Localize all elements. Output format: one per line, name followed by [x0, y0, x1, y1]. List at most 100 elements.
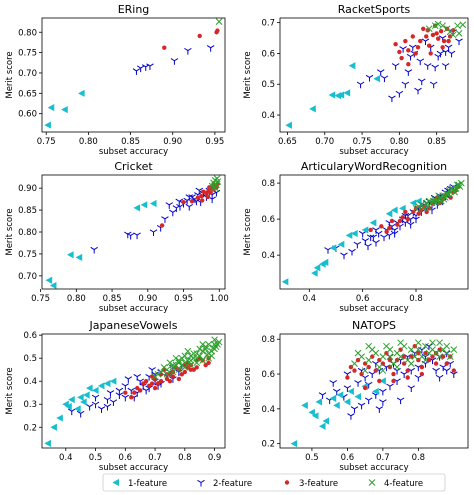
- x-axis-label: subset accuracy: [339, 304, 408, 314]
- data-point: [206, 360, 211, 365]
- data-point: [329, 244, 337, 252]
- series-4-feature: [425, 20, 467, 39]
- data-point: [215, 28, 220, 33]
- y-tick-label: 0.75: [18, 250, 37, 260]
- data-point: [406, 53, 415, 61]
- data-point: [184, 47, 192, 55]
- points-layer: [285, 20, 467, 129]
- data-point: [343, 398, 351, 406]
- plot-frame: [279, 333, 469, 449]
- data-point: [427, 43, 432, 48]
- x-tick-label: 0.75: [37, 137, 56, 147]
- data-point: [409, 44, 417, 52]
- data-point: [193, 350, 201, 357]
- data-point: [385, 232, 394, 240]
- data-point: [431, 64, 439, 72]
- series-4-feature: [351, 339, 458, 374]
- y-tick-label: 0.80: [18, 28, 37, 38]
- data-point: [404, 69, 413, 76]
- data-point: [405, 368, 410, 373]
- legend-entry-4-feature: 4-feature: [368, 479, 423, 489]
- x-tick-label: 0.8: [412, 453, 426, 463]
- data-point: [415, 45, 421, 50]
- data-point: [356, 81, 365, 89]
- data-point: [175, 198, 184, 206]
- data-point: [428, 51, 433, 56]
- data-point: [345, 231, 353, 239]
- data-point: [379, 388, 387, 396]
- data-point: [172, 205, 181, 212]
- data-point: [424, 203, 432, 210]
- data-point: [441, 63, 450, 70]
- x-tick-label: 0.95: [205, 137, 224, 147]
- data-point: [405, 216, 411, 222]
- data-point: [418, 38, 423, 44]
- data-point: [65, 402, 72, 411]
- series-2-feature: [132, 45, 215, 75]
- data-point: [199, 341, 207, 348]
- data-point: [135, 385, 140, 391]
- legend-entry-3-feature: 3-feature: [284, 479, 338, 489]
- data-point: [393, 41, 398, 47]
- series-4-feature: [215, 18, 223, 26]
- x-tick-label: 0.90: [138, 294, 157, 304]
- plot-frame: [279, 17, 469, 133]
- data-point: [206, 45, 215, 52]
- legend-marker: [284, 480, 290, 485]
- data-point: [181, 352, 189, 360]
- data-point: [109, 399, 118, 406]
- data-point: [140, 201, 148, 209]
- y-tick-label: 0.75: [18, 49, 37, 59]
- data-point: [383, 342, 390, 350]
- plot-frame: [41, 333, 226, 449]
- data-point: [66, 251, 74, 259]
- data-point: [357, 402, 366, 410]
- data-point: [365, 356, 373, 364]
- data-point: [432, 199, 440, 207]
- data-point: [44, 439, 51, 447]
- plot-frame: [279, 174, 469, 290]
- y-tick-label: 0.85: [18, 206, 37, 216]
- data-point: [411, 209, 416, 215]
- data-point: [90, 246, 98, 254]
- data-point: [419, 364, 425, 370]
- data-point: [413, 51, 418, 56]
- data-point: [203, 351, 211, 359]
- y-tick-label: 0.60: [18, 110, 37, 120]
- data-point: [411, 353, 419, 360]
- data-point: [422, 356, 429, 364]
- data-point: [164, 376, 170, 382]
- subplot-title: RacketSports: [338, 3, 411, 16]
- data-point: [425, 25, 433, 33]
- data-point: [459, 21, 467, 29]
- series-4-feature: [208, 175, 222, 192]
- data-point: [332, 388, 341, 396]
- data-point: [397, 339, 404, 347]
- data-point: [189, 199, 195, 204]
- data-point: [436, 50, 445, 58]
- data-point: [106, 390, 115, 397]
- y-tick-label: 0.6: [23, 331, 37, 341]
- data-point: [400, 215, 405, 220]
- data-point: [361, 367, 369, 374]
- data-point: [132, 390, 137, 395]
- data-point: [140, 381, 146, 386]
- data-point: [281, 278, 289, 286]
- data-point: [387, 225, 392, 231]
- data-point: [167, 379, 173, 384]
- data-point: [321, 258, 329, 266]
- data-point: [350, 406, 359, 413]
- data-point: [309, 105, 316, 113]
- data-point: [115, 392, 124, 400]
- data-point: [397, 49, 402, 55]
- data-point: [421, 38, 430, 46]
- data-point: [437, 197, 445, 205]
- data-point: [434, 31, 439, 36]
- data-point: [103, 403, 112, 411]
- data-point: [290, 440, 298, 448]
- data-point: [417, 201, 425, 209]
- data-point: [449, 31, 457, 39]
- data-point: [364, 243, 372, 251]
- legend-label: 3-feature: [299, 479, 338, 489]
